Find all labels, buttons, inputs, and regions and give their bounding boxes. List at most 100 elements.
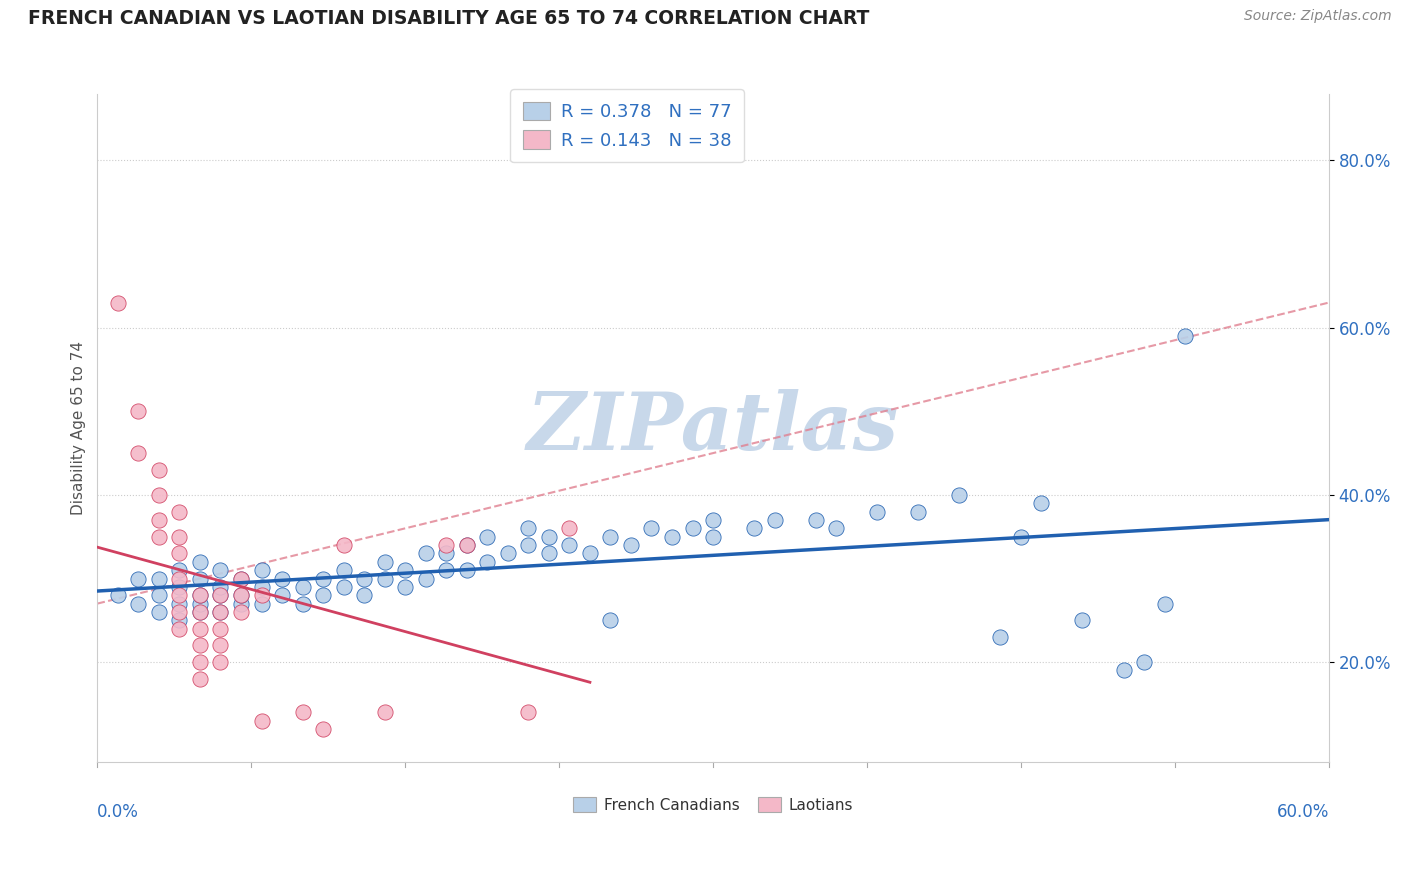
Point [990,630,1012,644]
Point [312,722,335,736]
Point [250,714,273,728]
Point [209,622,232,636]
Point [682,521,704,535]
Point [434,538,457,552]
Point [148,530,170,544]
Point [127,446,149,460]
Point [394,563,416,577]
Text: ZIPatlas: ZIPatlas [527,389,898,467]
Point [229,572,252,586]
Point [148,572,170,586]
Point [374,555,396,569]
Point [209,605,232,619]
Point [620,538,643,552]
Point [188,622,211,636]
Point [169,505,191,519]
Point [188,588,211,602]
Point [250,597,273,611]
Point [291,706,314,720]
Point [456,563,478,577]
Point [209,563,232,577]
Point [148,513,170,527]
Y-axis label: Disability Age 65 to 74: Disability Age 65 to 74 [72,341,86,515]
Point [332,563,354,577]
Point [1153,597,1175,611]
Point [169,530,191,544]
Text: 60.0%: 60.0% [1277,803,1329,821]
Point [661,530,683,544]
Point [804,513,827,527]
Point [415,546,437,560]
Point [825,521,848,535]
Point [1174,329,1197,343]
Point [332,538,354,552]
Point [209,639,232,653]
Point [271,588,294,602]
Point [496,546,519,560]
Legend: French Canadians, Laotians: French Canadians, Laotians [564,788,862,822]
Point [188,555,211,569]
Point [250,563,273,577]
Point [517,521,540,535]
Point [374,706,396,720]
Point [742,521,765,535]
Point [188,597,211,611]
Point [291,597,314,611]
Point [107,295,129,310]
Point [169,588,191,602]
Point [1071,613,1094,627]
Point [1031,496,1053,510]
Point [312,588,335,602]
Point [866,505,889,519]
Text: FRENCH CANADIAN VS LAOTIAN DISABILITY AGE 65 TO 74 CORRELATION CHART: FRENCH CANADIAN VS LAOTIAN DISABILITY AG… [28,9,869,28]
Point [517,706,540,720]
Point [456,538,478,552]
Point [209,655,232,669]
Point [148,588,170,602]
Point [250,588,273,602]
Point [434,546,457,560]
Point [477,555,499,569]
Point [599,530,621,544]
Point [702,513,724,527]
Point [127,572,149,586]
Point [188,605,211,619]
Point [229,588,252,602]
Point [169,613,191,627]
Point [394,580,416,594]
Point [1010,530,1032,544]
Point [517,538,540,552]
Point [169,546,191,560]
Point [229,597,252,611]
Point [127,597,149,611]
Point [702,530,724,544]
Point [148,488,170,502]
Point [188,672,211,686]
Point [907,505,929,519]
Point [148,463,170,477]
Point [127,404,149,418]
Point [374,572,396,586]
Point [188,572,211,586]
Point [107,588,129,602]
Point [169,597,191,611]
Point [229,605,252,619]
Point [599,613,621,627]
Point [188,605,211,619]
Point [332,580,354,594]
Point [209,605,232,619]
Point [169,563,191,577]
Point [250,580,273,594]
Point [353,572,375,586]
Point [209,588,232,602]
Point [948,488,970,502]
Point [579,546,602,560]
Point [209,580,232,594]
Point [148,605,170,619]
Point [312,572,335,586]
Point [1112,664,1135,678]
Point [188,655,211,669]
Point [291,580,314,594]
Point [169,572,191,586]
Point [271,572,294,586]
